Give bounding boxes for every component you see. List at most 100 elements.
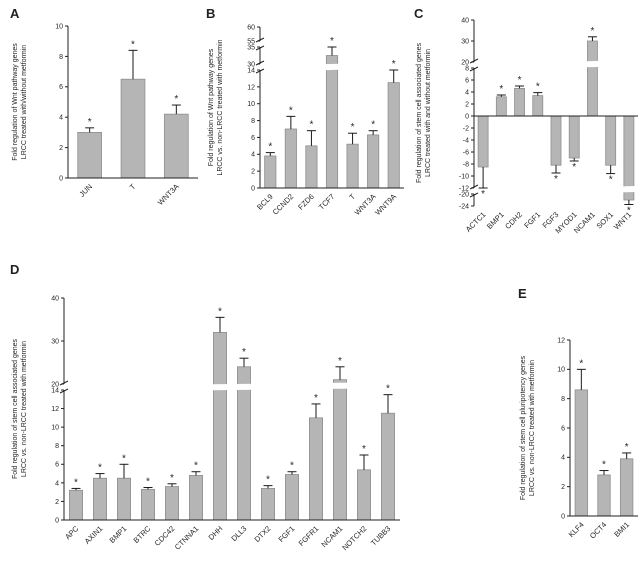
y-tick-label: 2 bbox=[55, 499, 59, 506]
y-tick-label: 6 bbox=[251, 135, 255, 142]
significance-star: * bbox=[481, 189, 485, 200]
bar bbox=[550, 115, 562, 166]
bar bbox=[284, 474, 299, 521]
y-tick-label: 10 bbox=[557, 367, 565, 374]
bar bbox=[325, 55, 339, 189]
x-category-label: WNT3A bbox=[353, 192, 378, 217]
y-tick-label: 4 bbox=[561, 455, 565, 462]
panel-a-label: A bbox=[10, 6, 20, 21]
y-tick-label: -8 bbox=[463, 161, 469, 168]
bar bbox=[605, 115, 617, 166]
bar bbox=[77, 132, 102, 179]
y-tick-label: 0 bbox=[55, 517, 59, 524]
y-tick-label: 4 bbox=[55, 480, 59, 487]
bar bbox=[587, 40, 598, 117]
bar bbox=[164, 113, 189, 179]
x-category-label: FGF1 bbox=[276, 524, 296, 544]
y-tick-label: 40 bbox=[51, 295, 59, 302]
y-tick-label: 30 bbox=[51, 338, 59, 345]
y-tick-label: 8 bbox=[465, 65, 469, 72]
y-tick-label: 0 bbox=[561, 513, 565, 520]
y-tick-label: 30 bbox=[247, 61, 255, 68]
panel-c-label: C bbox=[414, 6, 424, 21]
y-tick-label: 12 bbox=[557, 337, 565, 344]
significance-star: * bbox=[330, 36, 334, 47]
x-category-label: OCT4 bbox=[588, 520, 609, 541]
x-category-label: DHH bbox=[207, 524, 225, 542]
significance-star: * bbox=[218, 306, 222, 317]
x-category-label: DTX2 bbox=[252, 524, 272, 544]
x-category-label: BMP1 bbox=[108, 524, 129, 545]
x-category-label: WNT9A bbox=[373, 192, 398, 217]
y-tick-label: 2 bbox=[251, 169, 255, 176]
significance-star: * bbox=[338, 356, 342, 367]
panel-e-chart: 0 2 4 6 8 10 12 * * * KLF4 OCT4 BMI1 Fold regulation … bbox=[520, 337, 638, 541]
significance-star: * bbox=[362, 444, 366, 455]
y-tick-label: 0 bbox=[465, 113, 469, 120]
significance-star: * bbox=[627, 206, 631, 217]
x-category-label: WNT3A bbox=[156, 182, 181, 207]
bar bbox=[140, 488, 155, 521]
significance-star: * bbox=[266, 475, 270, 486]
y-tick-label: 14 bbox=[51, 387, 59, 394]
significance-star: * bbox=[88, 117, 92, 128]
y-tick-label: 12 bbox=[247, 84, 255, 91]
y-tick-label: 8 bbox=[561, 396, 565, 403]
significance-star: * bbox=[194, 461, 198, 472]
significance-star: * bbox=[590, 26, 594, 37]
x-category-label: AXIN1 bbox=[83, 524, 105, 546]
bar bbox=[284, 128, 297, 189]
significance-star: * bbox=[122, 453, 126, 464]
x-category-label: TCF7 bbox=[317, 192, 337, 212]
y-tick-label: 20 bbox=[461, 59, 469, 66]
y-tick-label: 6 bbox=[561, 425, 565, 432]
axis-break-band bbox=[255, 62, 404, 72]
significance-star: * bbox=[572, 162, 576, 173]
significance-star: * bbox=[371, 120, 375, 131]
bar bbox=[69, 489, 84, 521]
y-tick-label: 10 bbox=[55, 23, 63, 30]
significance-star: * bbox=[309, 120, 313, 131]
y-tick-label: 8 bbox=[251, 118, 255, 125]
significance-star: * bbox=[392, 59, 396, 70]
bar bbox=[164, 486, 179, 521]
x-category-label: FGFR1 bbox=[297, 524, 321, 548]
bar bbox=[346, 143, 359, 189]
x-category-label: TUBB3 bbox=[369, 524, 392, 547]
y-tick-label: 55 bbox=[247, 38, 255, 45]
y-tick-label: 6 bbox=[55, 462, 59, 469]
significance-star: * bbox=[579, 358, 583, 369]
significance-star: * bbox=[98, 463, 102, 474]
y-tick-label: 12 bbox=[51, 406, 59, 413]
y-axis-label: Fold regulation of stem cell associated … bbox=[12, 338, 19, 479]
y-tick-label: 4 bbox=[59, 115, 63, 122]
y-axis-label: LRCC vs. non-LRCC treated with metformin bbox=[217, 39, 224, 175]
significance-star: * bbox=[536, 82, 540, 93]
bar bbox=[380, 412, 395, 521]
x-category-label: CDH2 bbox=[503, 210, 524, 231]
axis-break-band bbox=[255, 39, 404, 49]
axis-break-band bbox=[469, 186, 638, 196]
y-tick-label: 0 bbox=[59, 175, 63, 182]
panel-b: B 0 2 4 6 8 10 12 14 30 35 55 60 * * * * * * * BCL9 CCND2 FZD… bbox=[204, 6, 412, 262]
panel-a: A 0 2 4 6 8 10 * * * JUN T WNT3A Fold regulation of … bbox=[8, 6, 204, 260]
y-tick-label: 6 bbox=[465, 77, 469, 84]
bar bbox=[212, 332, 227, 521]
significance-star: * bbox=[554, 174, 558, 185]
bar bbox=[117, 477, 132, 521]
y-axis-label: Fold regulation of Wnt pathway genes bbox=[208, 48, 215, 166]
panel-d: D 0 2 4 6 8 10 12 14 20 30 40 * * * * * * * * * * * * * * APC AXIN… bbox=[8, 262, 408, 584]
y-tick-label: 4 bbox=[465, 89, 469, 96]
y-tick-label: -2 bbox=[463, 125, 469, 132]
bar bbox=[356, 469, 371, 521]
bar bbox=[597, 474, 611, 517]
y-tick-label: 10 bbox=[51, 425, 59, 432]
bar bbox=[308, 417, 323, 521]
axis-break-band bbox=[59, 382, 400, 392]
bar bbox=[188, 475, 203, 521]
y-tick-label: 4 bbox=[251, 152, 255, 159]
x-category-label: FZD6 bbox=[296, 192, 316, 212]
significance-star: * bbox=[625, 442, 629, 453]
